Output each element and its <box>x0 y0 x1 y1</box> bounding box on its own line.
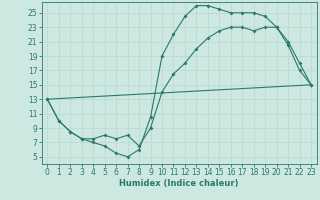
X-axis label: Humidex (Indice chaleur): Humidex (Indice chaleur) <box>119 179 239 188</box>
